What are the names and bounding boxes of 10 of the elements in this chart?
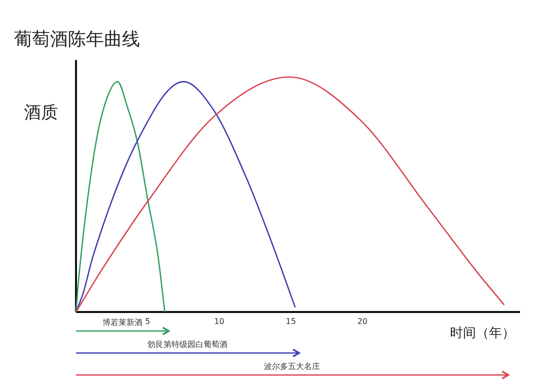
text: 波尔多五大名庄 (264, 362, 320, 371)
x-tick-label: 5 (145, 317, 150, 326)
text: 勃艮第特级园白葡萄酒 (148, 340, 228, 349)
x-axis-title: 时间（年） (450, 326, 515, 341)
x-tick-label: 15 (286, 317, 296, 326)
y-axis-title: 酒质 (24, 103, 58, 123)
x-tick-label: 10 (214, 317, 224, 326)
chart-title: 葡萄酒陈年曲线 (14, 29, 140, 50)
text: 博若莱新酒 (102, 318, 142, 327)
x-tick-label: 20 (357, 317, 368, 326)
